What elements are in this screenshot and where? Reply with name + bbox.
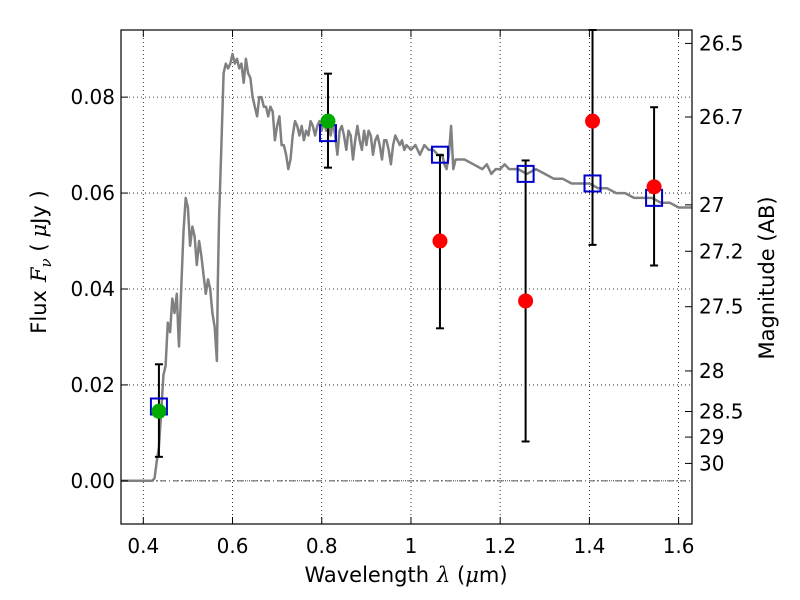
y-tick-label: 0.08 <box>70 85 115 109</box>
y-tick-label: 0.04 <box>70 277 115 301</box>
data-markers <box>149 113 664 419</box>
plot-frame <box>120 29 693 525</box>
model-sed-line <box>121 52 692 483</box>
magnitude-tick-label: 28 <box>699 359 724 383</box>
y-tick-label: 0.02 <box>70 373 115 397</box>
red-photometry-point <box>585 113 601 129</box>
axis-ticks <box>121 30 692 524</box>
grid <box>121 30 692 524</box>
model-flux-square-marker <box>430 145 449 164</box>
x-tick-labels: 0.4 0.6 0.8 1 1.2 1.4 1.6 <box>127 534 694 558</box>
magnitude-tick-label: 27 <box>699 193 724 217</box>
model-flux-square-marker <box>516 164 535 183</box>
red-photometry-point <box>646 179 662 195</box>
y-tick-label: 0.00 <box>70 469 115 493</box>
x-tick-label: 1.2 <box>484 534 516 558</box>
x-axis-label: Wavelength λ (μm) <box>304 563 507 587</box>
red-photometry-point <box>432 233 448 249</box>
magnitude-tick-label: 29 <box>699 425 724 449</box>
x-tick-label: 0.8 <box>306 534 338 558</box>
magnitude-tick-label: 26.7 <box>699 105 744 129</box>
error-bars <box>154 29 659 458</box>
x-tick-label: 1 <box>405 534 418 558</box>
model-flux-square-marker <box>583 174 602 193</box>
magnitude-tick-label: 27.2 <box>699 239 744 263</box>
magnitude-axis-label: Magnitude (AB) <box>755 196 779 359</box>
green-photometry-point <box>151 403 167 419</box>
y-tick-label: 0.06 <box>70 181 115 205</box>
y-axis-label: FluxFν (μJy ) <box>27 190 55 333</box>
magnitude-tick-label: 26.5 <box>699 31 744 55</box>
x-tick-label: 0.4 <box>127 534 159 558</box>
x-tick-label: 1.4 <box>573 534 605 558</box>
magnitude-tick-label: 30 <box>699 451 724 475</box>
x-tick-label: 0.6 <box>217 534 249 558</box>
x-tick-label: 1.6 <box>663 534 695 558</box>
red-photometry-point <box>518 293 534 309</box>
green-photometry-point <box>320 113 336 129</box>
magnitude-tick-label: 27.5 <box>699 295 744 319</box>
y-tick-labels: 0.00 0.02 0.04 0.06 0.08 <box>70 85 115 493</box>
magnitude-tick-label: 28.5 <box>699 400 744 424</box>
